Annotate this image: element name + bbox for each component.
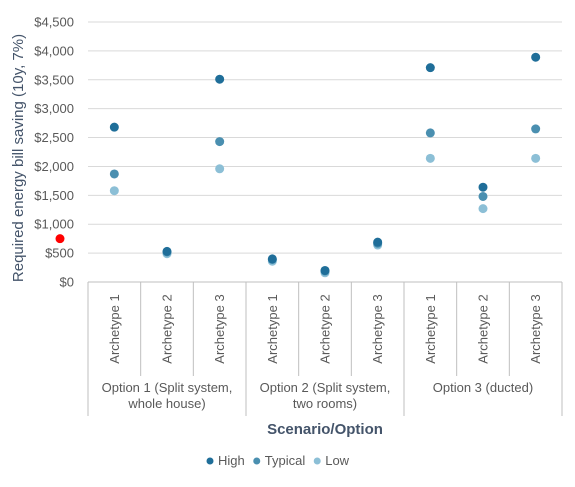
- x-axis-title: Scenario/Option: [267, 421, 383, 438]
- data-point-low: [531, 153, 541, 163]
- data-point-high: [109, 122, 119, 132]
- data-point-high: [215, 74, 225, 84]
- x-category-label: Archetype 1: [265, 294, 280, 363]
- y-axis-tick-labels: $0 $500 $1,000 $1,500 $2,000 $2,500 $3,000 $3,5…: [34, 15, 74, 290]
- data-point-high: [425, 63, 435, 73]
- y-tick-label: $3,000: [34, 101, 74, 116]
- y-tick-label: $4,000: [34, 43, 74, 58]
- x-category-label: Archetype 1: [423, 294, 438, 363]
- data-point-high: [162, 246, 172, 256]
- data-points: [55, 52, 541, 278]
- data-point-low: [215, 164, 225, 174]
- x-group-label: Option 3 (ducted): [433, 380, 533, 395]
- data-point-typical: [531, 124, 541, 134]
- y-tick-label: $1,500: [34, 188, 74, 203]
- x-group-label: whole house): [127, 396, 205, 411]
- data-point-high: [373, 237, 383, 247]
- legend: High Typical Low: [206, 453, 350, 468]
- data-point-high: [531, 52, 541, 62]
- legend-marker-high: [206, 457, 214, 465]
- legend-label-typical: Typical: [265, 453, 306, 468]
- legend-label-high: High: [218, 453, 245, 468]
- y-tick-label: $0: [60, 275, 74, 290]
- data-point-typical: [215, 137, 225, 147]
- x-group-label: two rooms): [293, 396, 357, 411]
- reference-point: [55, 234, 65, 244]
- x-category-label: Archetype 3: [370, 294, 385, 363]
- y-tick-label: $2,500: [34, 130, 74, 145]
- gridlines: [88, 21, 562, 254]
- y-tick-label: $4,500: [34, 15, 74, 30]
- x-group-label: Option 2 (Split system,: [260, 380, 391, 395]
- data-point-low: [478, 204, 488, 214]
- data-point-high: [478, 182, 488, 192]
- data-point-typical: [109, 169, 119, 179]
- data-point-typical: [425, 128, 435, 138]
- y-tick-label: $500: [45, 246, 74, 261]
- x-category-label: Archetype 2: [476, 294, 491, 363]
- x-axis: Archetype 1 Archetype 2 Archetype 3 Option …: [87, 281, 563, 416]
- data-point-typical: [478, 191, 488, 201]
- y-axis-title: Required energy bill saving (10y, 7%): [10, 34, 27, 282]
- y-tick-label: $1,000: [34, 217, 74, 232]
- y-tick-label: $2,000: [34, 159, 74, 174]
- data-point-high: [267, 254, 277, 264]
- data-point-low: [109, 186, 119, 196]
- x-category-label: Archetype 2: [318, 294, 333, 363]
- data-point-low: [425, 153, 435, 163]
- data-point-high: [320, 265, 330, 275]
- legend-marker-typical: [253, 457, 261, 465]
- x-category-label: Archetype 3: [212, 294, 227, 363]
- y-tick-label: $3,500: [34, 72, 74, 87]
- legend-marker-low: [313, 457, 321, 465]
- x-category-label: Archetype 2: [160, 294, 175, 363]
- x-group-label: Option 1 (Split system,: [102, 380, 233, 395]
- x-category-label: Archetype 3: [528, 294, 543, 363]
- legend-label-low: Low: [325, 453, 349, 468]
- x-category-label: Archetype 1: [107, 294, 122, 363]
